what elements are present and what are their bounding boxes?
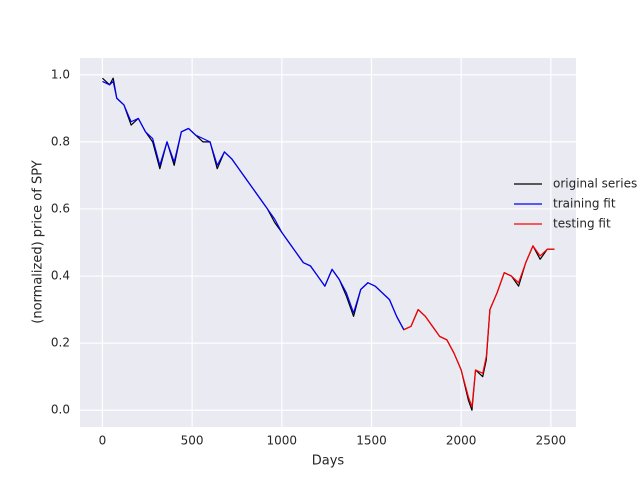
plot-area bbox=[80, 58, 576, 427]
y-axis-label: (normalized) price of SPY bbox=[31, 160, 46, 323]
legend-label: training fit bbox=[553, 197, 616, 211]
x-axis-label: Days bbox=[312, 454, 345, 469]
y-tick-label: 0.0 bbox=[51, 403, 70, 417]
y-tick-label: 0.2 bbox=[51, 336, 70, 350]
line-series bbox=[102, 80, 405, 331]
y-tick-label: 0.4 bbox=[51, 269, 70, 283]
y-tick-label: 0.6 bbox=[51, 201, 70, 215]
legend-label: original series bbox=[553, 177, 637, 191]
x-tick-label: 2500 bbox=[536, 434, 567, 448]
x-tick-label: 2000 bbox=[446, 434, 477, 448]
line-series bbox=[403, 245, 555, 408]
x-tick-label: 1500 bbox=[356, 434, 387, 448]
x-tick-label: 0 bbox=[99, 434, 107, 448]
legend-label: testing fit bbox=[553, 217, 611, 231]
x-tick-label: 500 bbox=[181, 434, 204, 448]
y-tick-label: 0.8 bbox=[51, 134, 70, 148]
y-tick-label: 1.0 bbox=[51, 67, 70, 81]
x-tick-label: 1000 bbox=[267, 434, 298, 448]
